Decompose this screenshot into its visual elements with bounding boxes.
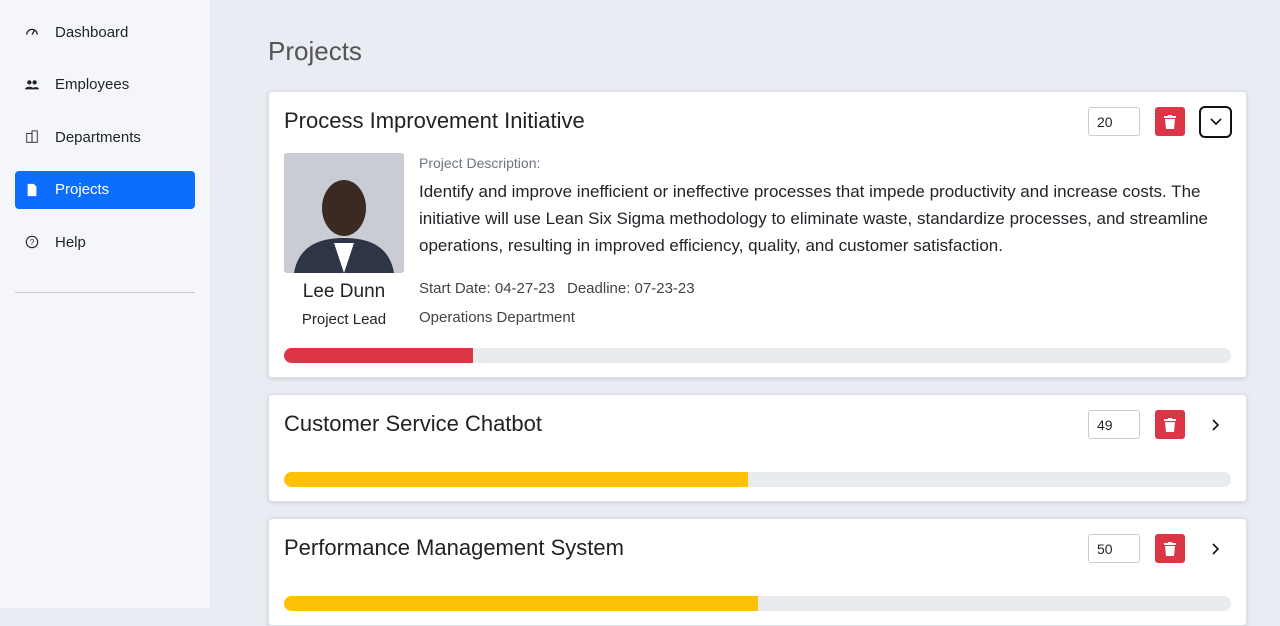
progress-track xyxy=(284,348,1231,363)
nav-item[interactable]: Dashboard xyxy=(15,13,195,51)
nav-item[interactable]: Departments xyxy=(15,118,195,156)
nav-item[interactable]: Employees xyxy=(15,66,195,104)
lead-role: Project Lead xyxy=(301,311,387,328)
progress-input[interactable]: 20 xyxy=(1088,107,1140,136)
progress-track xyxy=(284,596,1231,611)
delete-button[interactable] xyxy=(1155,410,1185,439)
nav-icon: ? xyxy=(25,235,39,249)
progress-bar xyxy=(284,472,749,487)
expand-button[interactable] xyxy=(1199,409,1232,441)
project-card: Customer Service Chatbot 49 xyxy=(268,394,1247,502)
project-name: Performance Management System xyxy=(284,535,624,560)
lead-photo xyxy=(284,153,404,273)
project-card: Process Improvement Initiative 20 Lee Dunn… xyxy=(268,91,1247,378)
sidebar: Dashboard Employees Departments Projects? He… xyxy=(0,0,210,608)
progress-input[interactable]: 50 xyxy=(1088,534,1140,563)
nav-icon xyxy=(26,28,38,35)
nav-label: Departments xyxy=(55,128,141,146)
nav-label: Employees xyxy=(55,76,130,93)
svg-text:?: ? xyxy=(30,238,35,247)
progress-bar xyxy=(284,596,758,611)
progress-input[interactable]: 49 xyxy=(1088,410,1140,439)
delete-button[interactable] xyxy=(1155,534,1185,563)
department: Operations Department xyxy=(419,309,575,326)
nav-label: Help xyxy=(55,233,86,251)
project-card: Performance Management System 50 xyxy=(268,518,1247,626)
nav-icon xyxy=(26,130,38,143)
progress-bar xyxy=(284,348,474,363)
deadline: Deadline: 07-23-23 xyxy=(567,280,695,297)
expand-button[interactable] xyxy=(1199,533,1232,565)
description-label: Project Description: xyxy=(419,155,541,171)
nav-label: Projects xyxy=(55,181,110,198)
project-name: Process Improvement Initiative xyxy=(284,108,585,133)
progress-track xyxy=(284,472,1231,487)
expand-button[interactable] xyxy=(1199,106,1232,138)
nav-label: Dashboard xyxy=(55,23,129,41)
divider xyxy=(15,292,195,293)
nav-item[interactable]: ? Help xyxy=(15,223,195,261)
project-name: Customer Service Chatbot xyxy=(284,411,542,436)
page-title: Projects xyxy=(268,36,362,66)
nav-icon xyxy=(27,183,37,196)
nav-icon xyxy=(25,79,39,89)
description: Identify and improve inefficient or inef… xyxy=(419,182,1209,255)
nav-item[interactable]: Projects xyxy=(15,170,195,209)
lead-name: Lee Dunn xyxy=(302,281,386,302)
start-date: Start Date: 04-27-23 xyxy=(419,280,555,297)
delete-button[interactable] xyxy=(1155,107,1185,136)
page: Dashboard Employees Departments Projects? He… xyxy=(0,0,1247,626)
